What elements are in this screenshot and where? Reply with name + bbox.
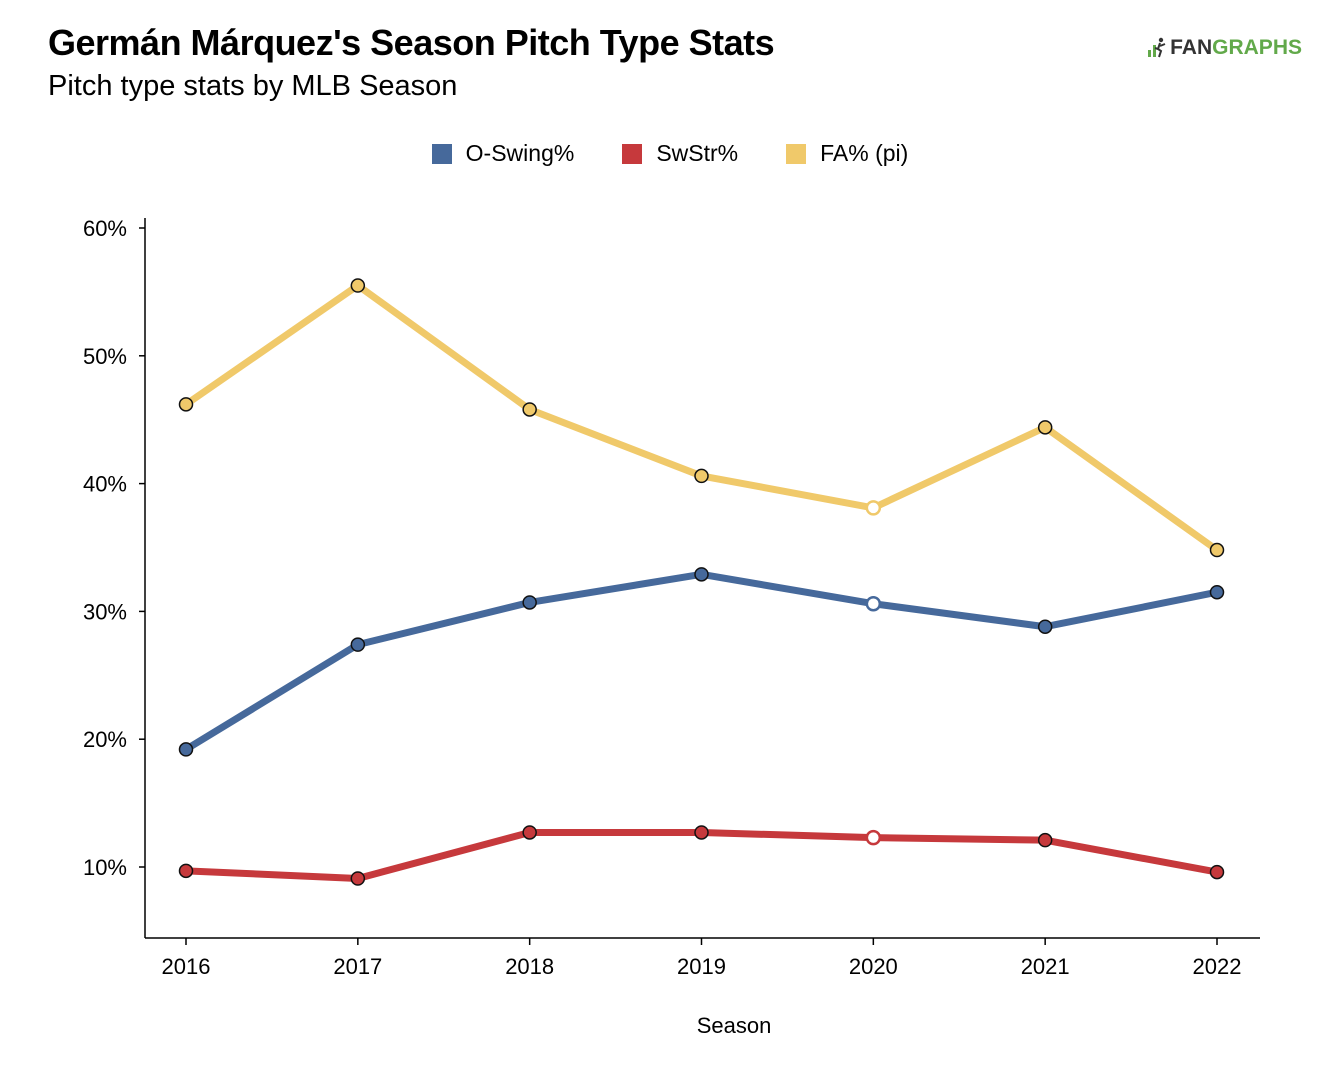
legend-label-swstr: SwStr% <box>656 140 739 166</box>
data-point-swstr[interactable] <box>1209 864 1225 880</box>
fangraphs-logo-icon <box>1148 37 1166 58</box>
data-point-o-swing[interactable] <box>350 637 366 652</box>
x-tick-label: 2019 <box>677 954 726 979</box>
data-point-fa-pi[interactable] <box>1037 420 1053 435</box>
legend-swatch-swstr <box>622 143 643 164</box>
data-point-o-swing[interactable] <box>522 595 537 610</box>
data-point-o-swing[interactable] <box>178 742 194 757</box>
logo-text-graphs: GRAPHS <box>1212 36 1302 59</box>
x-tick-label: 2016 <box>162 954 211 979</box>
x-tick-label: 2022 <box>1193 954 1242 979</box>
x-tick-label: 2017 <box>333 954 382 979</box>
series-line-fa-pi <box>182 282 1221 554</box>
chart-title: Germán Márquez's Season Pitch Type Stats <box>48 22 775 63</box>
y-tick-label: 20% <box>83 727 127 752</box>
data-point-swstr[interactable] <box>178 863 194 879</box>
legend-item-fa-pi[interactable]: FA% (pi) <box>786 140 908 167</box>
y-tick-label: 60% <box>83 216 127 241</box>
data-point-fa-pi[interactable] <box>694 468 709 484</box>
legend: O-Swing% SwStr% FA% (pi) <box>0 140 1340 167</box>
y-tick-label: 50% <box>83 344 127 369</box>
data-point-swstr[interactable] <box>350 871 366 886</box>
data-point-fa-pi[interactable] <box>178 397 194 412</box>
data-point-swstr[interactable] <box>522 825 537 840</box>
data-point-fa-pi[interactable] <box>1209 542 1225 558</box>
chart-points <box>178 278 1225 886</box>
chart-subtitle: Pitch type stats by MLB Season <box>48 70 458 102</box>
x-tick-label: 2018 <box>505 954 554 979</box>
legend-label-fa-pi: FA% (pi) <box>820 140 909 166</box>
data-point-o-swing[interactable] <box>865 595 882 612</box>
chart-axes: 10% 20% 30% 40% 50% 60% 2016 2017 2018 2019 2020 20… <box>83 216 1260 979</box>
data-point-fa-pi[interactable] <box>865 500 882 516</box>
chart-lines <box>182 282 1221 883</box>
legend-item-swstr[interactable]: SwStr% <box>622 140 738 167</box>
data-point-fa-pi[interactable] <box>522 402 537 417</box>
y-tick-label: 30% <box>83 599 127 624</box>
x-tick-label: 2020 <box>849 954 898 979</box>
data-point-o-swing[interactable] <box>1037 619 1053 634</box>
data-point-swstr[interactable] <box>865 829 882 846</box>
data-point-o-swing[interactable] <box>694 567 709 582</box>
y-tick-label: 40% <box>83 472 127 497</box>
legend-item-o-swing[interactable]: O-Swing% <box>431 140 575 167</box>
y-tick-label: 10% <box>83 855 127 880</box>
data-point-swstr[interactable] <box>694 825 709 840</box>
data-point-fa-pi[interactable] <box>350 278 366 293</box>
logo-text-fan: FAN <box>1170 36 1213 59</box>
legend-swatch-o-swing <box>431 143 452 164</box>
x-axis-title: Season <box>697 1013 772 1038</box>
series-line-o-swing <box>182 570 1221 753</box>
legend-label-o-swing: O-Swing% <box>465 140 575 166</box>
x-tick-label: 2021 <box>1021 954 1070 979</box>
legend-swatch-fa-pi <box>786 143 807 164</box>
fangraphs-logo[interactable]: FAN GRAPHS <box>1146 36 1302 60</box>
data-point-o-swing[interactable] <box>1209 584 1225 600</box>
data-point-swstr[interactable] <box>1037 832 1053 848</box>
